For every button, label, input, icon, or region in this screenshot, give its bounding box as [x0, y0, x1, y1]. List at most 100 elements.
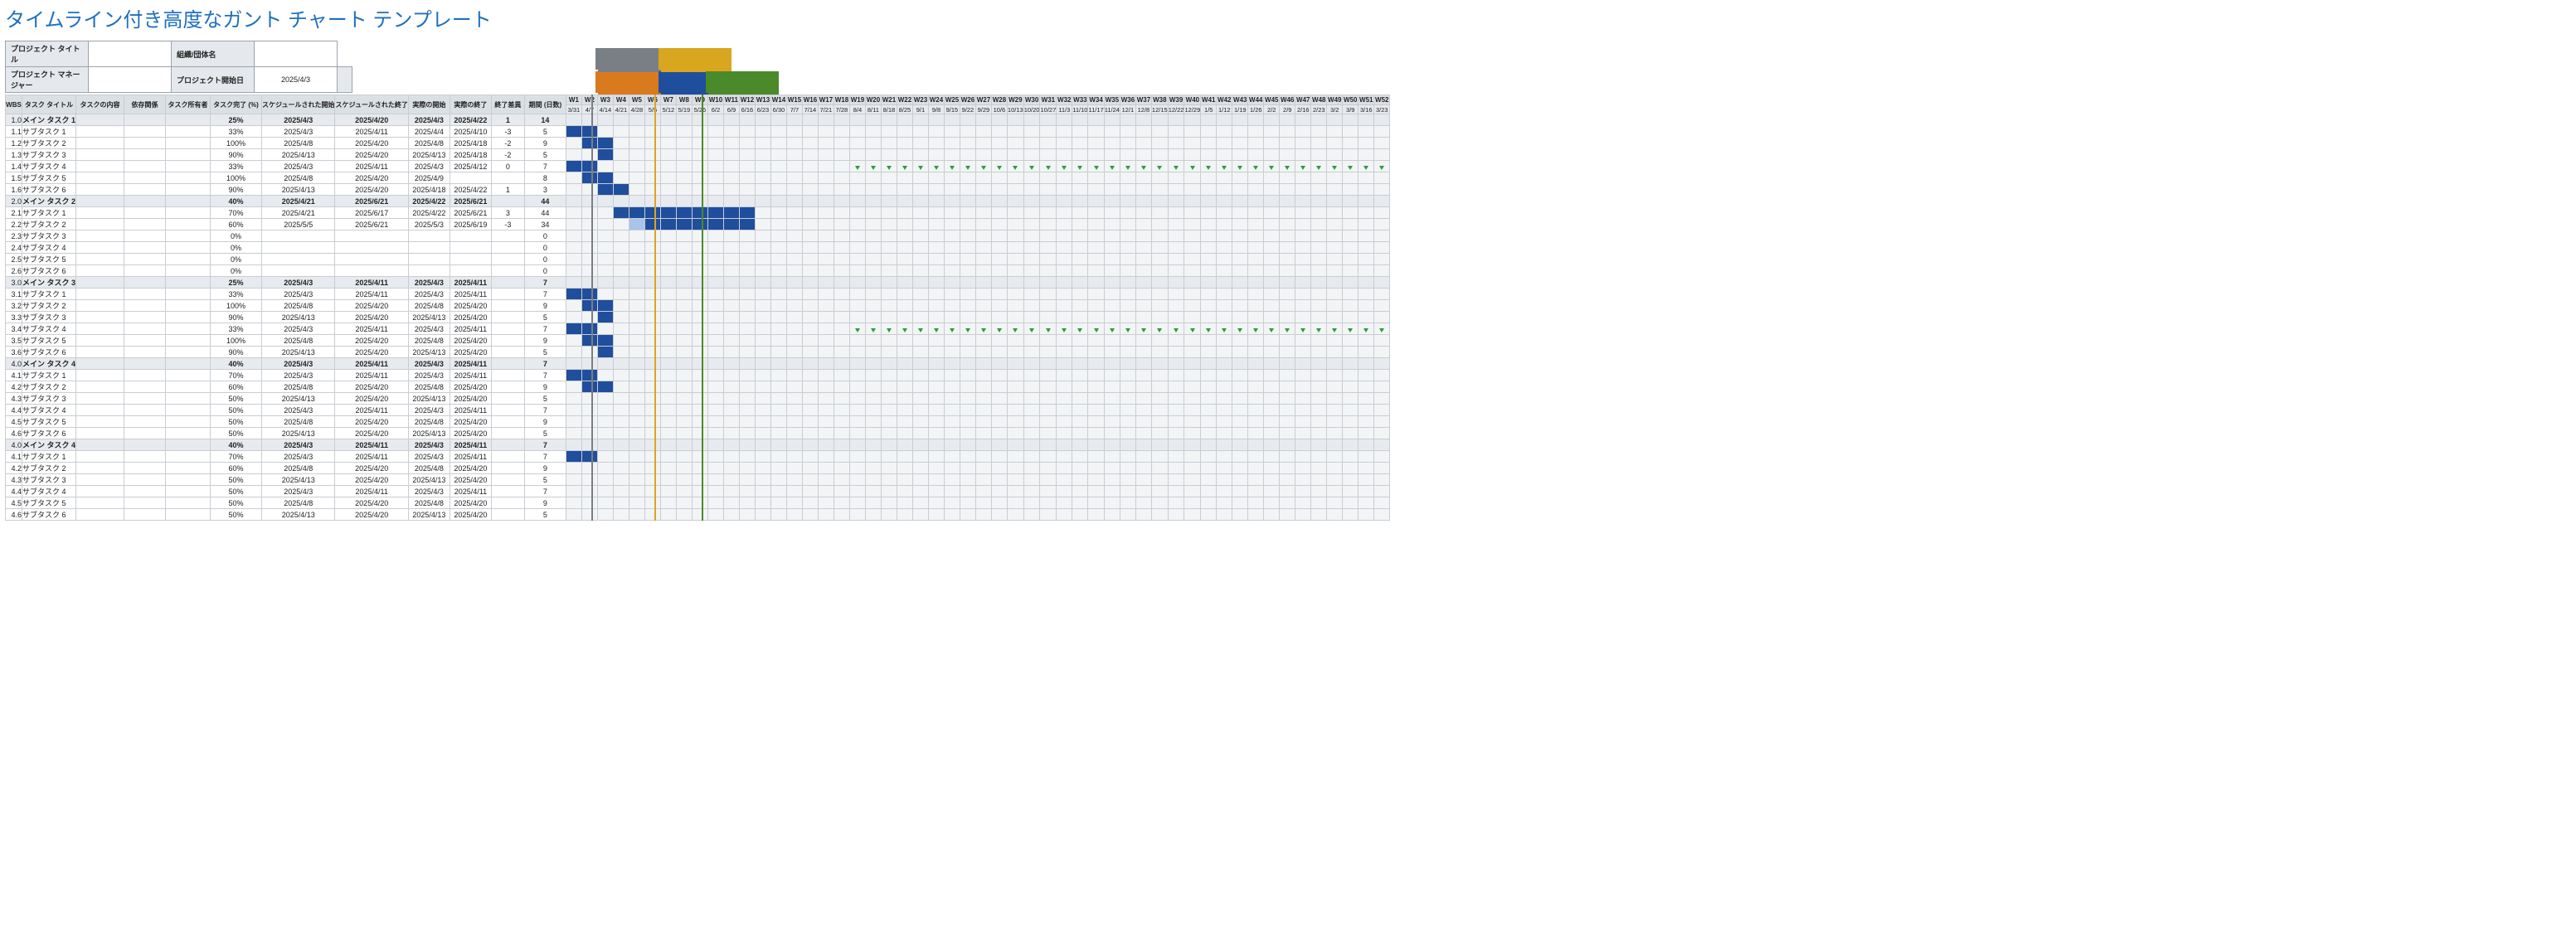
cell[interactable]: 34 [524, 219, 566, 230]
timeline-cell[interactable] [1168, 381, 1184, 393]
timeline-cell[interactable] [818, 451, 834, 463]
timeline-cell[interactable] [581, 114, 597, 126]
timeline-cell[interactable] [692, 207, 707, 219]
timeline-cell[interactable] [770, 370, 786, 381]
timeline-cell[interactable] [1232, 474, 1248, 486]
timeline-cell[interactable] [944, 439, 960, 451]
timeline-cell[interactable] [692, 254, 707, 265]
cell[interactable]: 2025/4/13 [408, 347, 450, 358]
timeline-cell[interactable] [581, 230, 597, 242]
timeline-cell[interactable] [1040, 126, 1057, 138]
timeline-cell[interactable] [1104, 451, 1120, 463]
timeline-cell[interactable] [707, 451, 723, 463]
cell[interactable]: 4.2 [6, 463, 22, 474]
timeline-cell[interactable] [1088, 509, 1104, 521]
cell[interactable]: 60% [211, 219, 262, 230]
cell[interactable]: 2025/4/13 [262, 347, 335, 358]
timeline-cell[interactable] [928, 114, 944, 126]
timeline-cell[interactable] [770, 114, 786, 126]
cell[interactable]: 2025/4/11 [335, 161, 408, 172]
timeline-cell[interactable] [1120, 393, 1135, 405]
timeline-cell[interactable] [865, 312, 881, 323]
cell[interactable]: 1.1 [6, 126, 22, 138]
timeline-cell[interactable] [1120, 497, 1135, 509]
cell[interactable] [76, 474, 124, 486]
timeline-cell[interactable] [1088, 335, 1104, 347]
cell[interactable]: 2025/4/21 [262, 207, 335, 219]
timeline-cell[interactable] [581, 428, 597, 439]
cell[interactable]: 2025/4/3 [262, 451, 335, 463]
timeline-cell[interactable] [849, 138, 865, 149]
timeline-cell[interactable] [881, 230, 897, 242]
timeline-cell[interactable] [960, 381, 975, 393]
timeline-cell[interactable] [786, 184, 802, 196]
timeline-cell[interactable] [1217, 312, 1232, 323]
timeline-cell[interactable] [975, 289, 991, 300]
timeline-cell[interactable] [707, 114, 723, 126]
timeline-cell[interactable] [644, 138, 660, 149]
timeline-cell[interactable] [629, 230, 644, 242]
timeline-cell[interactable] [1232, 172, 1248, 184]
cell[interactable]: サブタスク 5 [22, 497, 76, 509]
timeline-cell[interactable] [1343, 242, 1358, 254]
timeline-cell[interactable] [818, 370, 834, 381]
timeline-cell[interactable] [991, 463, 1007, 474]
timeline-cell[interactable] [692, 358, 707, 370]
timeline-cell[interactable] [1358, 149, 1374, 161]
timeline-cell[interactable] [739, 323, 755, 335]
cell[interactable]: サブタスク 2 [22, 219, 76, 230]
cell[interactable]: 60% [211, 463, 262, 474]
timeline-cell[interactable] [991, 370, 1007, 381]
timeline-cell[interactable] [1007, 428, 1023, 439]
timeline-cell[interactable] [1057, 126, 1072, 138]
cell[interactable]: サブタスク 6 [22, 184, 76, 196]
timeline-cell[interactable] [897, 370, 912, 381]
timeline-cell[interactable] [1248, 416, 1264, 428]
timeline-cell[interactable] [1343, 416, 1358, 428]
timeline-cell[interactable] [897, 277, 912, 289]
timeline-cell[interactable] [928, 335, 944, 347]
timeline-cell[interactable] [960, 312, 975, 323]
cell[interactable] [166, 265, 211, 277]
timeline-cell[interactable] [786, 114, 802, 126]
timeline-cell[interactable] [1072, 196, 1088, 207]
timeline-cell[interactable] [707, 497, 723, 509]
timeline-cell[interactable] [912, 428, 928, 439]
cell[interactable]: 2025/5/5 [262, 219, 335, 230]
timeline-cell[interactable] [1057, 172, 1072, 184]
timeline-cell[interactable] [566, 230, 581, 242]
timeline-cell[interactable] [960, 277, 975, 289]
cell[interactable] [166, 370, 211, 381]
timeline-cell[interactable] [1343, 114, 1358, 126]
timeline-cell[interactable] [1217, 486, 1232, 497]
timeline-cell[interactable] [723, 289, 739, 300]
timeline-cell[interactable] [1264, 300, 1280, 312]
timeline-cell[interactable] [723, 300, 739, 312]
timeline-cell[interactable] [629, 300, 644, 312]
timeline-cell[interactable] [928, 393, 944, 405]
timeline-cell[interactable] [928, 230, 944, 242]
cell[interactable]: 2025/4/20 [335, 393, 408, 405]
timeline-cell[interactable] [1120, 230, 1135, 242]
timeline-cell[interactable] [1201, 277, 1217, 289]
timeline-cell[interactable] [1151, 451, 1168, 463]
timeline-cell[interactable] [802, 497, 818, 509]
timeline-cell[interactable] [1151, 300, 1168, 312]
timeline-cell[interactable] [1295, 474, 1311, 486]
timeline-cell[interactable] [1264, 219, 1280, 230]
cell[interactable] [124, 323, 166, 335]
timeline-cell[interactable] [1007, 312, 1023, 323]
timeline-cell[interactable] [566, 405, 581, 416]
timeline-cell[interactable] [707, 416, 723, 428]
timeline-cell[interactable] [865, 254, 881, 265]
cell[interactable]: 2025/4/3 [262, 486, 335, 497]
timeline-cell[interactable] [975, 347, 991, 358]
timeline-cell[interactable] [849, 358, 865, 370]
timeline-cell[interactable] [1023, 184, 1040, 196]
timeline-cell[interactable] [1072, 497, 1088, 509]
timeline-cell[interactable] [1248, 300, 1264, 312]
timeline-cell[interactable] [1295, 463, 1311, 474]
cell[interactable]: 50% [211, 405, 262, 416]
timeline-cell[interactable] [1023, 254, 1040, 265]
cell[interactable] [76, 289, 124, 300]
